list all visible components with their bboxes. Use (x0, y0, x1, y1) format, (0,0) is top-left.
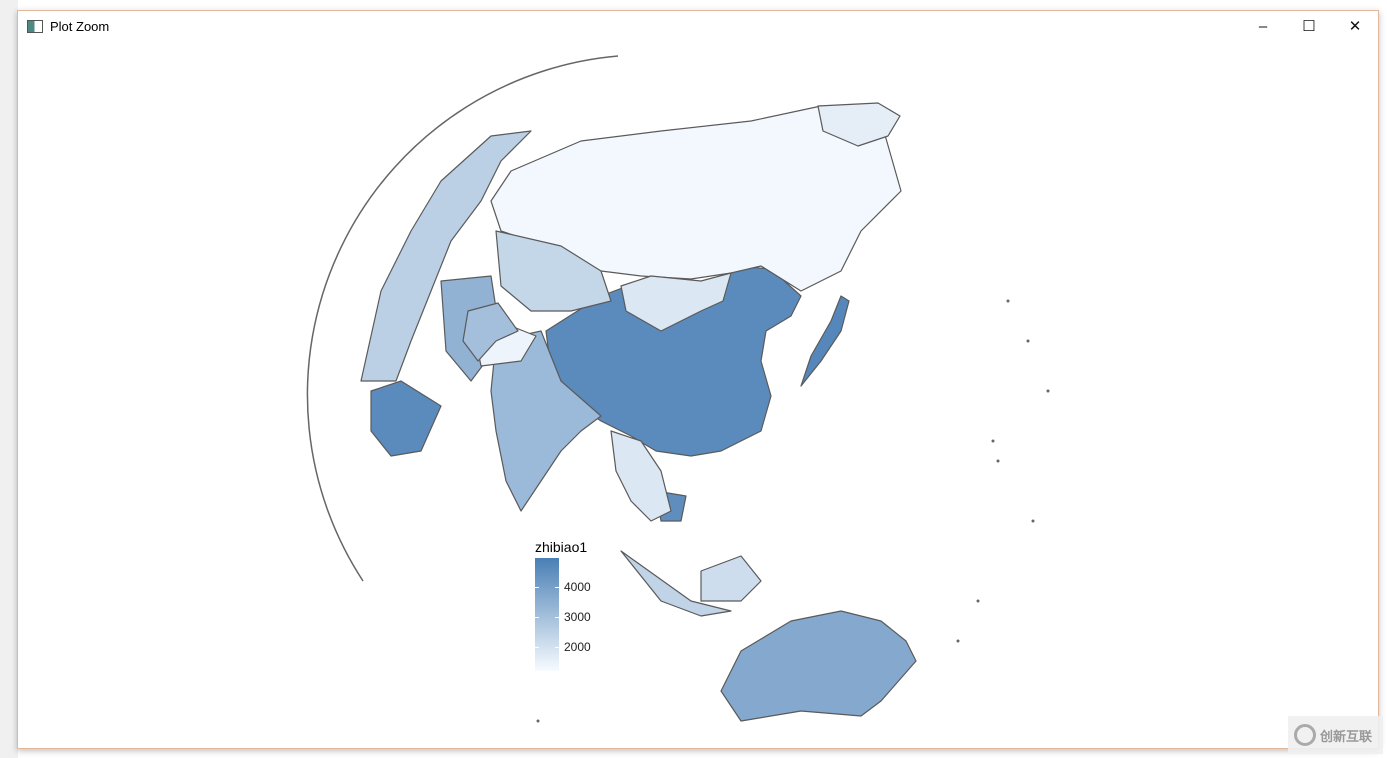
region-indonesia (620, 550, 732, 617)
app-icon (27, 19, 43, 33)
legend-tick-mark (535, 586, 539, 588)
globe-edge-coastline (306, 55, 619, 582)
region-mongolia (620, 272, 732, 332)
island-outline (956, 639, 960, 643)
watermark-text: 创新互联 (1320, 728, 1373, 744)
region-pakistan (462, 302, 519, 362)
island-outline (976, 599, 980, 603)
globe-map (306, 55, 1050, 723)
legend-tick-label: 4000 (564, 579, 591, 594)
legend-tick-mark (555, 616, 559, 618)
legend-tick-mark (555, 646, 559, 648)
island-outline (1046, 389, 1050, 393)
legend-tick-mark (535, 646, 539, 648)
region-kazakhstan (495, 230, 612, 312)
region-indochina (610, 430, 672, 522)
island-outline (536, 719, 540, 723)
window-title: Plot Zoom (50, 18, 110, 34)
region-borneo (700, 555, 762, 602)
maximize-button[interactable]: ☐ (1302, 18, 1316, 35)
legend-tick-label: 2000 (564, 639, 591, 654)
region-australia (720, 610, 917, 722)
island-outline (1031, 519, 1035, 523)
plot-zoom-window: Plot Zoom – ☐ ✕ zhibiao1 4000 3000 2000 (17, 10, 1379, 749)
close-button[interactable]: ✕ (1348, 18, 1362, 35)
region-alaska (817, 102, 901, 147)
watermark: 创新互联 (1288, 716, 1383, 754)
legend-tick-mark (555, 586, 559, 588)
legend-colorbar (535, 558, 559, 671)
legend-title: zhibiao1 (535, 539, 588, 555)
legend-tick-label: 3000 (564, 609, 591, 624)
legend-tick-mark (535, 616, 539, 618)
minimize-button[interactable]: – (1258, 17, 1268, 35)
island-outline (991, 439, 995, 443)
desktop-background (0, 0, 18, 758)
island-outline (1026, 339, 1030, 343)
title-bar[interactable]: Plot Zoom – ☐ ✕ (18, 11, 1378, 41)
region-japan (800, 295, 850, 387)
region-europe (360, 130, 532, 382)
island-outline (1006, 299, 1010, 303)
watermark-logo-icon (1294, 724, 1316, 746)
region-india (490, 330, 602, 512)
island-outline (996, 459, 1000, 463)
region-saudi-arabia (370, 380, 442, 457)
